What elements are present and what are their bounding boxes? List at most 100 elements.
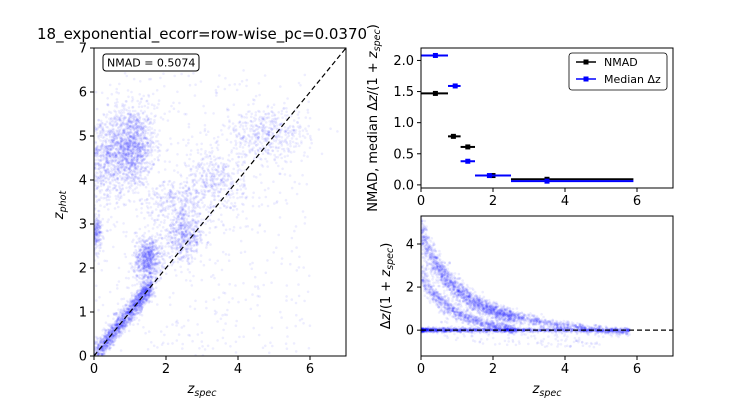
scatter-point: [150, 167, 153, 171]
scatter-point: [137, 158, 140, 161]
scatter-point: [101, 126, 105, 129]
scatter-point: [125, 140, 128, 144]
scatter-point: [114, 174, 118, 177]
scatter-point: [118, 171, 122, 175]
scatter-point: [96, 221, 99, 225]
scatter-point: [145, 140, 148, 144]
scatter-point: [237, 164, 240, 167]
scatter-point: [101, 139, 105, 143]
scatter-point: [188, 174, 191, 177]
scatter-point: [136, 132, 139, 135]
scatter-point: [143, 149, 146, 152]
scatter-point: [133, 144, 137, 148]
scatter-point: [103, 155, 106, 159]
scatter-point: [118, 191, 121, 195]
scatter-point: [136, 176, 139, 180]
scatter-point: [135, 160, 138, 164]
scatter-point: [227, 153, 231, 157]
scatter-point: [134, 122, 137, 125]
scatter-point: [271, 122, 275, 126]
scatter-point: [130, 134, 133, 138]
scatter-point: [143, 169, 146, 173]
scatter-point: [232, 167, 235, 171]
scatter-point: [242, 153, 245, 156]
scatter-point: [117, 134, 121, 137]
scatter-point: [136, 146, 139, 149]
scatter-point: [113, 138, 117, 141]
scatter-point: [143, 241, 146, 244]
scatter-point: [130, 155, 134, 158]
scatter-point: [156, 225, 159, 229]
scatter-point: [132, 124, 135, 127]
scatter-point: [139, 152, 143, 156]
scatter-point: [145, 165, 149, 169]
scatter-point: [120, 127, 123, 130]
scatter-point: [125, 148, 128, 151]
scatter-point: [111, 159, 115, 163]
scatter-point: [129, 134, 132, 138]
scatter-point: [138, 154, 142, 158]
scatter-point: [265, 117, 269, 120]
scatter-point: [134, 163, 138, 166]
scatter-point: [300, 141, 303, 145]
scatter-point: [142, 152, 145, 155]
scatter-point: [110, 174, 113, 177]
scatter-point: [197, 179, 200, 182]
scatter-point: [99, 164, 103, 167]
scatter-point: [111, 135, 114, 139]
scatter-point: [121, 176, 125, 179]
scatter-point: [214, 177, 217, 181]
scatter-point: [273, 153, 276, 157]
scatter-point: [133, 145, 136, 149]
scatter-point: [94, 147, 97, 150]
scatter-point: [108, 117, 111, 120]
scatter-point: [226, 178, 229, 182]
scatter-point: [240, 183, 244, 186]
scatter-point: [102, 165, 105, 169]
scatter-point: [141, 129, 144, 132]
scatter-point: [192, 214, 195, 217]
scatter-point: [125, 133, 128, 137]
scatter-point: [133, 182, 137, 186]
scatter-point: [142, 158, 145, 162]
scatter-point: [106, 97, 109, 100]
scatter-point: [179, 223, 183, 226]
scatter-point: [258, 115, 262, 119]
scatter-point: [101, 122, 104, 125]
scatter-point: [187, 236, 191, 239]
scatter-point: [183, 225, 187, 228]
scatter-point: [120, 139, 123, 143]
scatter-point: [102, 135, 106, 139]
scatter-point: [130, 159, 134, 162]
scatter-point: [120, 162, 124, 165]
scatter-point: [138, 199, 142, 203]
scatter-point: [117, 151, 121, 155]
scatter-point: [94, 151, 97, 155]
scatter-point: [108, 145, 112, 148]
scatter-point: [130, 162, 133, 165]
scatter-point: [132, 156, 136, 159]
scatter-point: [117, 161, 120, 164]
scatter-point: [133, 115, 137, 119]
scatter-point: [180, 243, 184, 247]
scatter-point: [237, 155, 240, 159]
scatter-point: [111, 163, 114, 167]
scatter-point: [199, 176, 203, 180]
scatter-point: [130, 141, 134, 144]
scatter-point: [149, 131, 153, 134]
scatter-point: [117, 161, 120, 164]
scatter-point: [127, 133, 131, 137]
scatter-point: [236, 196, 239, 200]
scatter-point: [111, 141, 115, 145]
scatter-point: [144, 177, 148, 181]
scatter-point: [134, 119, 138, 123]
scatter-point: [131, 144, 135, 148]
scatter-point: [132, 171, 135, 174]
scatter-point: [135, 161, 139, 165]
scatter-point: [136, 151, 139, 154]
scatter-point: [118, 152, 121, 155]
scatter-point: [139, 128, 143, 131]
scatter-point: [135, 126, 138, 129]
scatter-point: [109, 119, 112, 123]
scatter-point: [106, 156, 109, 159]
